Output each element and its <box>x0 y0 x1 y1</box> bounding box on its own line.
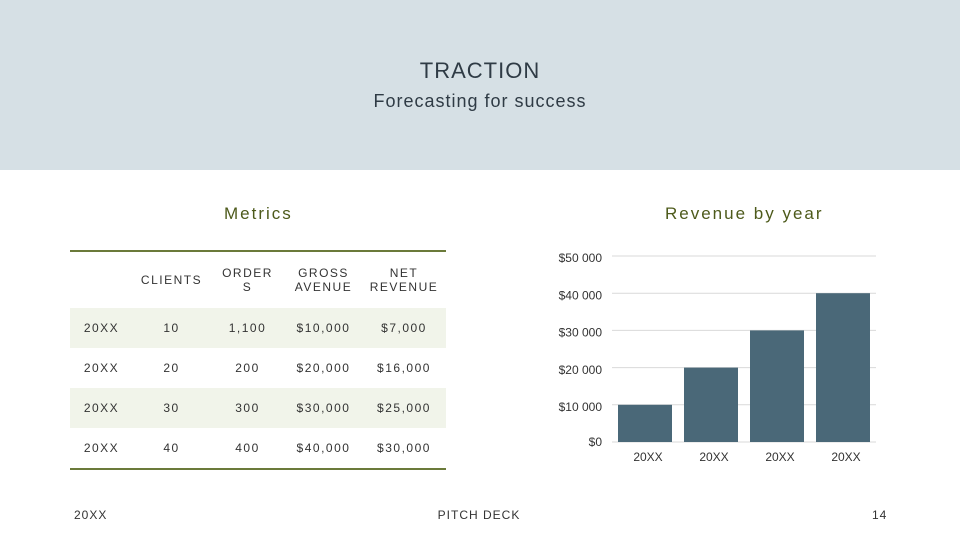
column-header: NET REVENUE <box>369 266 439 294</box>
cell: $40,000 <box>296 441 351 455</box>
x-tick-label: 20XX <box>633 450 662 464</box>
cell: $25,000 <box>362 388 446 428</box>
y-tick-label: $0 <box>589 435 603 449</box>
row-label: 20XX <box>83 361 120 375</box>
cell: $30,000 <box>377 441 431 455</box>
cell: 400 <box>235 441 260 455</box>
row-label: 20XX <box>70 388 133 428</box>
x-tick-label: 20XX <box>765 450 794 464</box>
cell: $30,000 <box>285 388 362 428</box>
header-row: CLIENTS ORDERS GROSS AVENUE NET REVENUE <box>70 251 446 308</box>
bar <box>816 293 870 442</box>
chart-title: Revenue by year <box>665 204 824 223</box>
table-row: 20XX 10 1,100 $10,000 $7,000 <box>70 308 446 348</box>
metrics-table: CLIENTS ORDERS GROSS AVENUE NET REVENUE 20X… <box>70 250 446 470</box>
y-tick-label: $40 000 <box>559 288 603 302</box>
bar <box>750 330 804 442</box>
table-row: 20XX 40 400 $40,000 $30,000 <box>70 428 446 469</box>
cell: 20 <box>163 361 180 375</box>
y-tick-label: $10 000 <box>559 400 603 414</box>
column-header: ORDERS <box>222 266 273 294</box>
table-row: 20XX 30 300 $30,000 $25,000 <box>70 388 446 428</box>
slide-title: TRACTION <box>419 58 541 83</box>
page-number: 14 <box>872 508 888 522</box>
cell: $20,000 <box>296 361 351 375</box>
cell: 10 <box>133 308 210 348</box>
y-tick-label: $50 000 <box>559 251 603 265</box>
cell: 40 <box>163 441 180 455</box>
bar <box>618 404 672 442</box>
column-header: GROSS AVENUE <box>294 266 353 294</box>
column-header: CLIENTS <box>140 273 203 287</box>
cell: 1,100 <box>210 308 285 348</box>
footer-left: 20XX <box>74 508 108 522</box>
x-tick-label: 20XX <box>699 450 728 464</box>
cell: $10,000 <box>285 308 362 348</box>
row-label: 20XX <box>70 308 133 348</box>
y-tick-label: $30 000 <box>559 326 603 340</box>
slide-subtitle: Forecasting for success <box>373 91 587 111</box>
x-tick-label: 20XX <box>831 450 860 464</box>
cell: $7,000 <box>362 308 446 348</box>
bar <box>684 367 738 442</box>
cell: 30 <box>133 388 210 428</box>
header-band <box>0 0 960 170</box>
row-label: 20XX <box>83 441 120 455</box>
table-row: 20XX 20 200 $20,000 $16,000 <box>70 348 446 388</box>
cell: 200 <box>235 361 260 375</box>
footer-center: PITCH DECK <box>437 508 521 522</box>
y-tick-label: $20 000 <box>559 363 603 377</box>
metrics-title: Metrics <box>224 204 293 223</box>
cell: $16,000 <box>377 361 431 375</box>
cell: 300 <box>210 388 285 428</box>
